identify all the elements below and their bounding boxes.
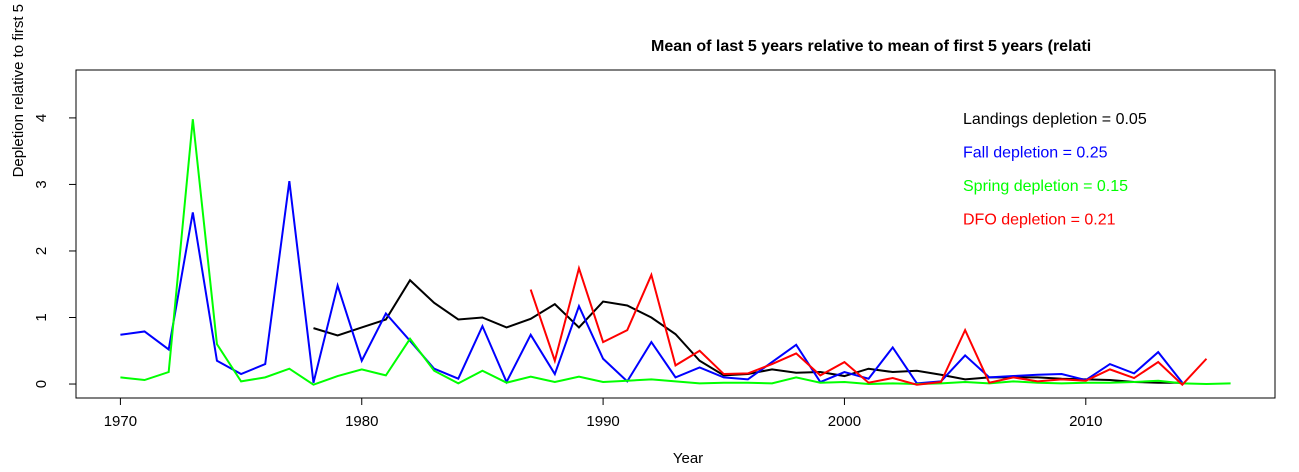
- annotation: Landings depletion = 0.05: [963, 111, 1147, 128]
- y-tick-label: 4: [33, 114, 50, 122]
- x-axis-title: Year: [673, 450, 703, 467]
- x-tick-label: 1990: [586, 413, 619, 430]
- x-tick-label: 2010: [1069, 413, 1102, 430]
- x-tick-label: 2000: [828, 413, 861, 430]
- series-line: [120, 119, 1231, 386]
- series-line: [313, 278, 1183, 384]
- series-line: [120, 180, 1184, 385]
- y-tick-label: 1: [33, 313, 50, 321]
- y-tick-label: 3: [33, 180, 50, 188]
- y-tick-label: 2: [33, 247, 50, 255]
- y-axis-title: Depletion relative to first 5: [10, 4, 27, 177]
- x-tick-label: 1970: [104, 413, 137, 430]
- x-tick-label: 1980: [345, 413, 378, 430]
- y-tick-label: 0: [33, 380, 50, 388]
- chart-title: Mean of last 5 years relative to mean of…: [651, 38, 1091, 55]
- series-line: [529, 264, 1208, 387]
- annotation: Fall depletion = 0.25: [963, 145, 1108, 162]
- annotation: DFO depletion = 0.21: [963, 212, 1116, 229]
- annotation: Spring depletion = 0.15: [963, 178, 1128, 195]
